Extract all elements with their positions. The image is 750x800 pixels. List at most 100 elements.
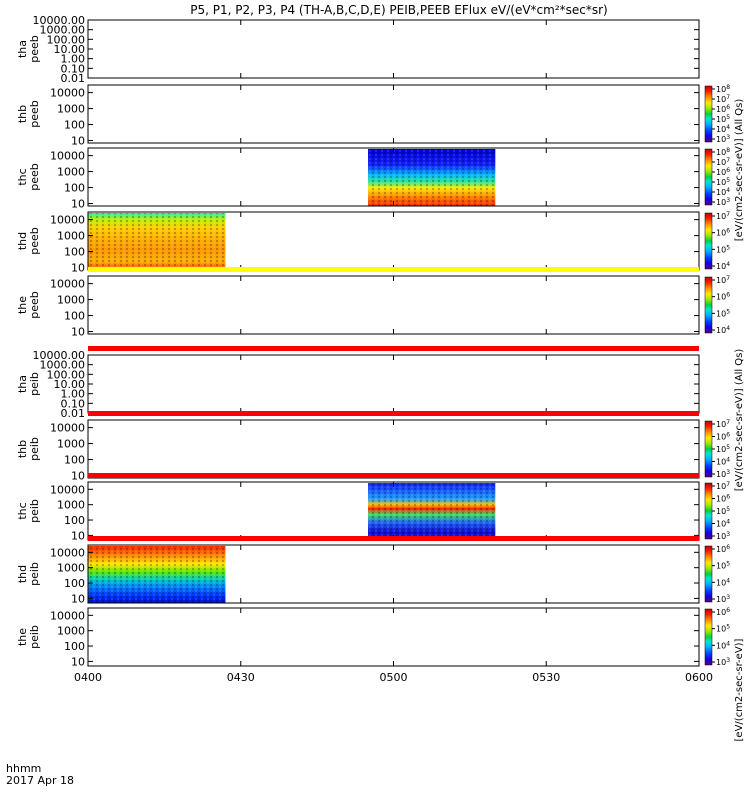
y-tick-label: 100.00 (47, 33, 86, 46)
panel-label-probe: the (16, 296, 29, 314)
panel-label: the peeb (16, 291, 41, 319)
footer-date-label: 2017 Apr 18 (6, 774, 74, 787)
colorbar-tick-label: 107 (716, 275, 730, 285)
panel-label-product: peib (28, 372, 41, 396)
y-tick-label: 0.01 (61, 407, 86, 420)
y-tick-label: 10.00 (54, 43, 86, 56)
spectrogram-texture-thc-peeb (368, 149, 496, 206)
y-tick-label: 10 (71, 470, 85, 483)
colorbar-tick-label: 104 (716, 519, 730, 529)
colorbar-tick-label: 107 (716, 481, 730, 491)
colorbar-tick-label: 105 (716, 444, 730, 454)
x-tick-label: 0400 (74, 671, 102, 684)
panel-label-probe: tha (16, 40, 29, 58)
colorbar-tick-label: 105 (716, 561, 730, 571)
colorbar-tick-label: 104 (716, 187, 730, 197)
panel-label: the peib (16, 625, 41, 649)
colorbar-tick-label: 106 (716, 228, 730, 238)
panel-thd-peeb: 10000 1000 100 10 thd peeb 107 106 105 104 (16, 211, 730, 275)
colorbar-tick-label: 106 (716, 167, 730, 177)
y-tick-label: 10000 (50, 87, 85, 100)
y-tick-label: 10 (71, 326, 85, 339)
colorbar (704, 420, 713, 478)
colorbar-tick-label: 107 (716, 211, 730, 221)
y-tick-label: 1000 (57, 166, 85, 179)
panel-label: tha peib (16, 372, 41, 396)
panel-the-peib: 10000 1000 100 10 the peib 106 105 104 103 (16, 607, 730, 668)
panel-label-probe: thd (16, 565, 29, 583)
figure-title: P5, P1, P2, P3, P4 (TH-A,B,C,D,E) PEIB,P… (190, 3, 607, 17)
colorbar-tick-label: 104 (716, 325, 730, 335)
panel-label: thb peeb (16, 100, 41, 128)
y-tick-label: 100 (64, 182, 85, 195)
colorbar-tick-label: 104 (716, 640, 730, 650)
x-tick-label: 0430 (227, 671, 255, 684)
panel-label-product: peeb (28, 227, 41, 255)
panel-thd-peib: 10000 1000 100 10 thd peib 106 105 104 103 (16, 536, 730, 605)
colorbar-label-middle: [eV/(cm2-sec-sr-eV)] (All Qs) (734, 349, 745, 492)
panel-label-product: peib (28, 562, 41, 586)
colorbar-tick-label: 107 (716, 419, 730, 429)
y-tick-label: 100 (64, 119, 85, 132)
panel-label-probe: the (16, 628, 29, 646)
y-tick-label: 10 (71, 198, 85, 211)
colorbar-tick-label: 103 (716, 469, 730, 479)
colorbar-label-upper: [eV/(cm2-sec-sr-eV)] (All Qs) (734, 99, 745, 242)
y-tick-label: 100.00 (47, 368, 86, 381)
colorbar-tick-label: 106 (716, 104, 730, 114)
y-tick-label: 0.10 (61, 62, 86, 75)
y-tick-label: 0.10 (61, 397, 86, 410)
y-tick-label: 10000 (50, 150, 85, 163)
panel-label: thc peib (16, 499, 41, 523)
y-tick-label: 100 (64, 577, 85, 590)
panel-frame (87, 607, 700, 667)
colorbar-tick-label: 108 (716, 84, 730, 94)
panel-frame (87, 354, 700, 414)
panel-label: thc peeb (16, 163, 41, 191)
colorbar (704, 545, 713, 603)
y-tick-label: 1000 (57, 562, 85, 575)
spectrogram-texture-thc-peib (368, 483, 496, 540)
panel-frame (87, 275, 700, 335)
colorbar-tick-label: 103 (716, 134, 730, 144)
panel-label-product: peib (28, 625, 41, 649)
x-tick-label: 0600 (685, 671, 713, 684)
status-band-thb-peib (88, 411, 699, 416)
y-tick-label: 1000.00 (40, 359, 86, 372)
colorbar-tick-label: 106 (716, 494, 730, 504)
colorbar-tick-label: 105 (716, 244, 730, 254)
colorbar-tick-label: 105 (716, 308, 730, 318)
panel-label-product: peeb (28, 163, 41, 191)
y-tick-label: 1000 (57, 103, 85, 116)
colorbar-tick-label: 105 (716, 506, 730, 516)
y-tick-label: 10.00 (54, 378, 86, 391)
y-tick-label: 100 (64, 454, 85, 467)
colorbar-tick-label: 106 (716, 607, 730, 617)
colorbar-tick-label: 105 (716, 177, 730, 187)
panel-thc-peib: 10000 1000 100 10 thc peib 107 106 105 104 103 (16, 473, 730, 542)
y-tick-label: 1000 (57, 230, 85, 243)
panel-label-probe: thb (16, 105, 29, 123)
y-tick-label: 10000 (50, 422, 85, 435)
colorbar-tick-label: 104 (716, 577, 730, 587)
colorbar-tick-label: 104 (716, 124, 730, 134)
footer-time-label: hhmm (6, 762, 41, 775)
status-band-thd-peib (88, 536, 699, 541)
status-band-thc-peib (88, 473, 699, 478)
panel-label: thd peeb (16, 227, 41, 255)
colorbar-tick-label: 103 (716, 531, 730, 541)
panel-frame (87, 419, 700, 479)
y-tick-label: 10000 (50, 483, 85, 496)
panel-label-product: peib (28, 437, 41, 461)
y-tick-label: 10000 (50, 546, 85, 559)
colorbar-tick-label: 107 (716, 157, 730, 167)
colorbar (704, 276, 713, 334)
panel-label: thb peib (16, 437, 41, 461)
panel-label-probe: thc (16, 502, 29, 519)
colorbar-tick-label: 104 (716, 457, 730, 467)
panel-label-probe: thb (16, 440, 29, 458)
